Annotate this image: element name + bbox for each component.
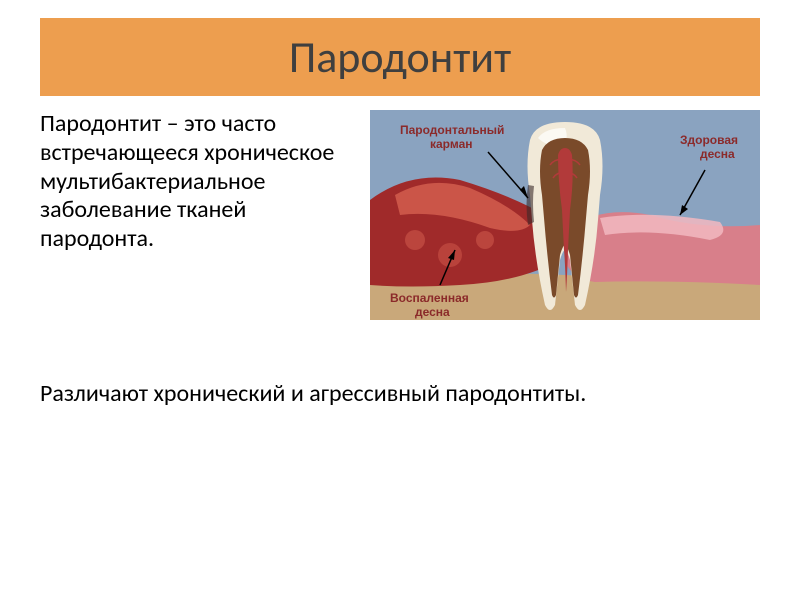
- title-bar: Пародонтит: [40, 18, 760, 96]
- label-pocket-line2: карман: [430, 137, 473, 151]
- text-column: Пародонтит – это часто встречающееся хро…: [40, 110, 360, 254]
- diagram: Пародонтальный карман Воспаленная десна …: [370, 110, 760, 320]
- inflamed-bump: [405, 230, 425, 250]
- paragraph-1: Пародонтит – это часто встречающееся хро…: [40, 110, 360, 254]
- tooth-diagram-svg: Пародонтальный карман Воспаленная десна …: [370, 110, 760, 320]
- label-pocket-line1: Пародонтальный: [400, 123, 504, 137]
- label-inflamed-line1: Воспаленная: [390, 291, 469, 305]
- top-row: Пародонтит – это часто встречающееся хро…: [40, 110, 760, 320]
- periodontal-pocket: [527, 185, 535, 225]
- label-healthy-line2: десна: [700, 147, 735, 161]
- slide-title: Пародонтит: [289, 30, 511, 84]
- paragraph-2: Различают хронический и агрессивный паро…: [40, 380, 760, 409]
- label-healthy-line1: Здоровая: [680, 133, 738, 147]
- content-area: Пародонтит – это часто встречающееся хро…: [40, 110, 760, 409]
- inflamed-bump: [476, 231, 494, 249]
- label-inflamed-line2: десна: [415, 305, 450, 319]
